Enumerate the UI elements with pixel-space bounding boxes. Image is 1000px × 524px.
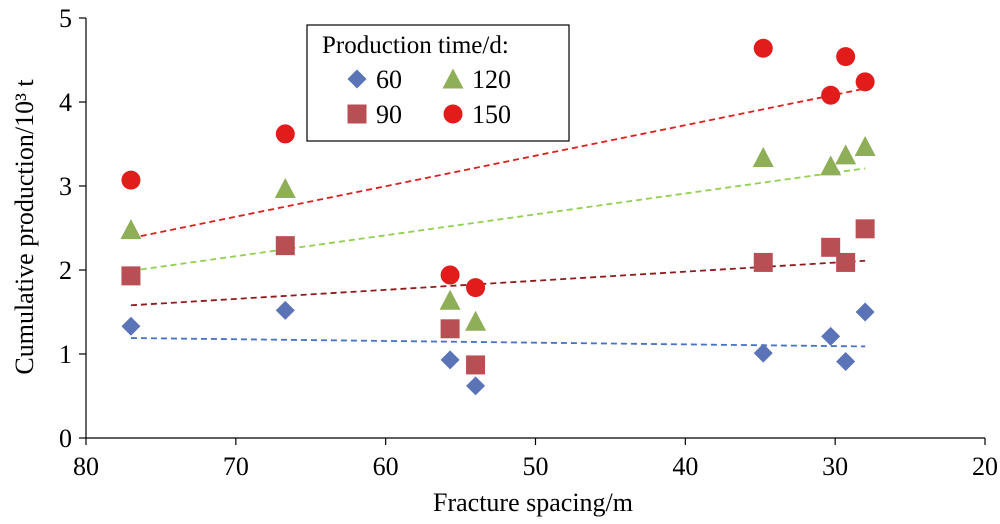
point-90-1 (121, 266, 141, 286)
data-points (120, 38, 876, 396)
point-150-1 (121, 170, 141, 190)
x-tick-label: 20 (972, 452, 998, 481)
point-120-6 (820, 155, 842, 176)
point-90-3 (440, 319, 460, 339)
x-tick-label: 80 (73, 452, 99, 481)
point-60-7 (836, 352, 856, 372)
point-60-4 (466, 376, 486, 396)
y-axis-label: Cumulative production/10³ t (10, 79, 39, 375)
y-tick-label: 2 (59, 256, 72, 285)
point-150-8 (855, 72, 875, 92)
point-90-8 (855, 219, 875, 239)
point-60-5 (753, 343, 773, 363)
point-120-3 (439, 289, 461, 310)
trendline-150 (130, 87, 866, 239)
x-axis-label: Fracture spacing/m (433, 488, 633, 517)
x-tick-label: 70 (223, 452, 249, 481)
legend-label-60: 60 (376, 65, 402, 94)
point-150-7 (836, 47, 856, 67)
point-60-3 (440, 350, 460, 370)
point-120-7 (835, 144, 857, 165)
point-60-1 (121, 316, 141, 336)
legend-title: Production time/d: (322, 32, 509, 59)
point-120-4 (465, 310, 487, 331)
trendlines (130, 87, 866, 348)
legend-marker-120 (442, 68, 464, 89)
point-150-2 (275, 124, 295, 144)
trendline-60 (130, 337, 866, 348)
x-tick-label: 30 (822, 452, 848, 481)
y-tick-label: 4 (59, 88, 72, 117)
point-90-6 (821, 237, 841, 257)
point-150-6 (821, 85, 841, 105)
legend-marker-60 (347, 69, 367, 89)
point-90-7 (836, 252, 856, 272)
point-150-4 (466, 278, 486, 298)
legend: Production time/d: 60 90 120 150 (306, 24, 570, 142)
legend-label-150: 150 (472, 100, 511, 129)
point-90-5 (753, 252, 773, 272)
y-tick-label: 1 (59, 340, 72, 369)
y-tick-label: 0 (59, 424, 72, 453)
point-90-2 (275, 236, 295, 256)
x-tick-label: 50 (523, 452, 549, 481)
x-tick-label: 60 (373, 452, 399, 481)
point-120-2 (274, 178, 296, 199)
point-120-8 (854, 136, 876, 157)
trendline-90 (130, 259, 866, 307)
point-60-2 (275, 300, 295, 320)
point-120-1 (120, 219, 142, 240)
legend-label-90: 90 (376, 100, 402, 129)
legend-label-120: 120 (472, 65, 511, 94)
point-120-5 (752, 146, 774, 167)
legend-marker-150 (443, 104, 463, 124)
point-150-3 (440, 265, 460, 285)
point-150-5 (753, 38, 773, 58)
axes: 0 1 2 3 4 5 80 70 60 50 40 30 20 (59, 4, 998, 481)
point-90-4 (466, 355, 486, 375)
y-tick-label: 3 (59, 172, 72, 201)
point-60-8 (855, 302, 875, 322)
trendline-120 (130, 167, 866, 272)
y-tick-label: 5 (59, 4, 72, 33)
point-60-6 (821, 326, 841, 346)
x-tick-label: 40 (672, 452, 698, 481)
legend-marker-90 (347, 104, 367, 124)
